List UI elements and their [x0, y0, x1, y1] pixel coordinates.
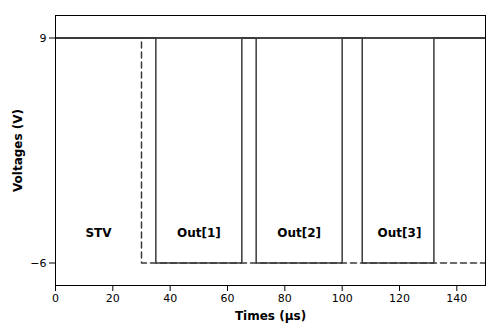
svg-text:Out[3]: Out[3]	[378, 226, 422, 240]
svg-text:Times (μs): Times (μs)	[235, 309, 306, 323]
svg-text:Voltages (V): Voltages (V)	[11, 109, 25, 192]
svg-text:100: 100	[332, 292, 353, 305]
svg-text:Out[1]: Out[1]	[177, 226, 221, 240]
svg-text:20: 20	[106, 292, 120, 305]
svg-text:80: 80	[278, 292, 292, 305]
svg-text:40: 40	[163, 292, 177, 305]
svg-text:STV: STV	[85, 226, 112, 240]
svg-text:9: 9	[40, 32, 47, 45]
svg-text:140: 140	[446, 292, 467, 305]
svg-text:0: 0	[52, 292, 59, 305]
svg-text:Out[2]: Out[2]	[277, 226, 321, 240]
svg-text:60: 60	[221, 292, 235, 305]
svg-text:−6: −6	[30, 257, 46, 270]
svg-text:120: 120	[389, 292, 410, 305]
